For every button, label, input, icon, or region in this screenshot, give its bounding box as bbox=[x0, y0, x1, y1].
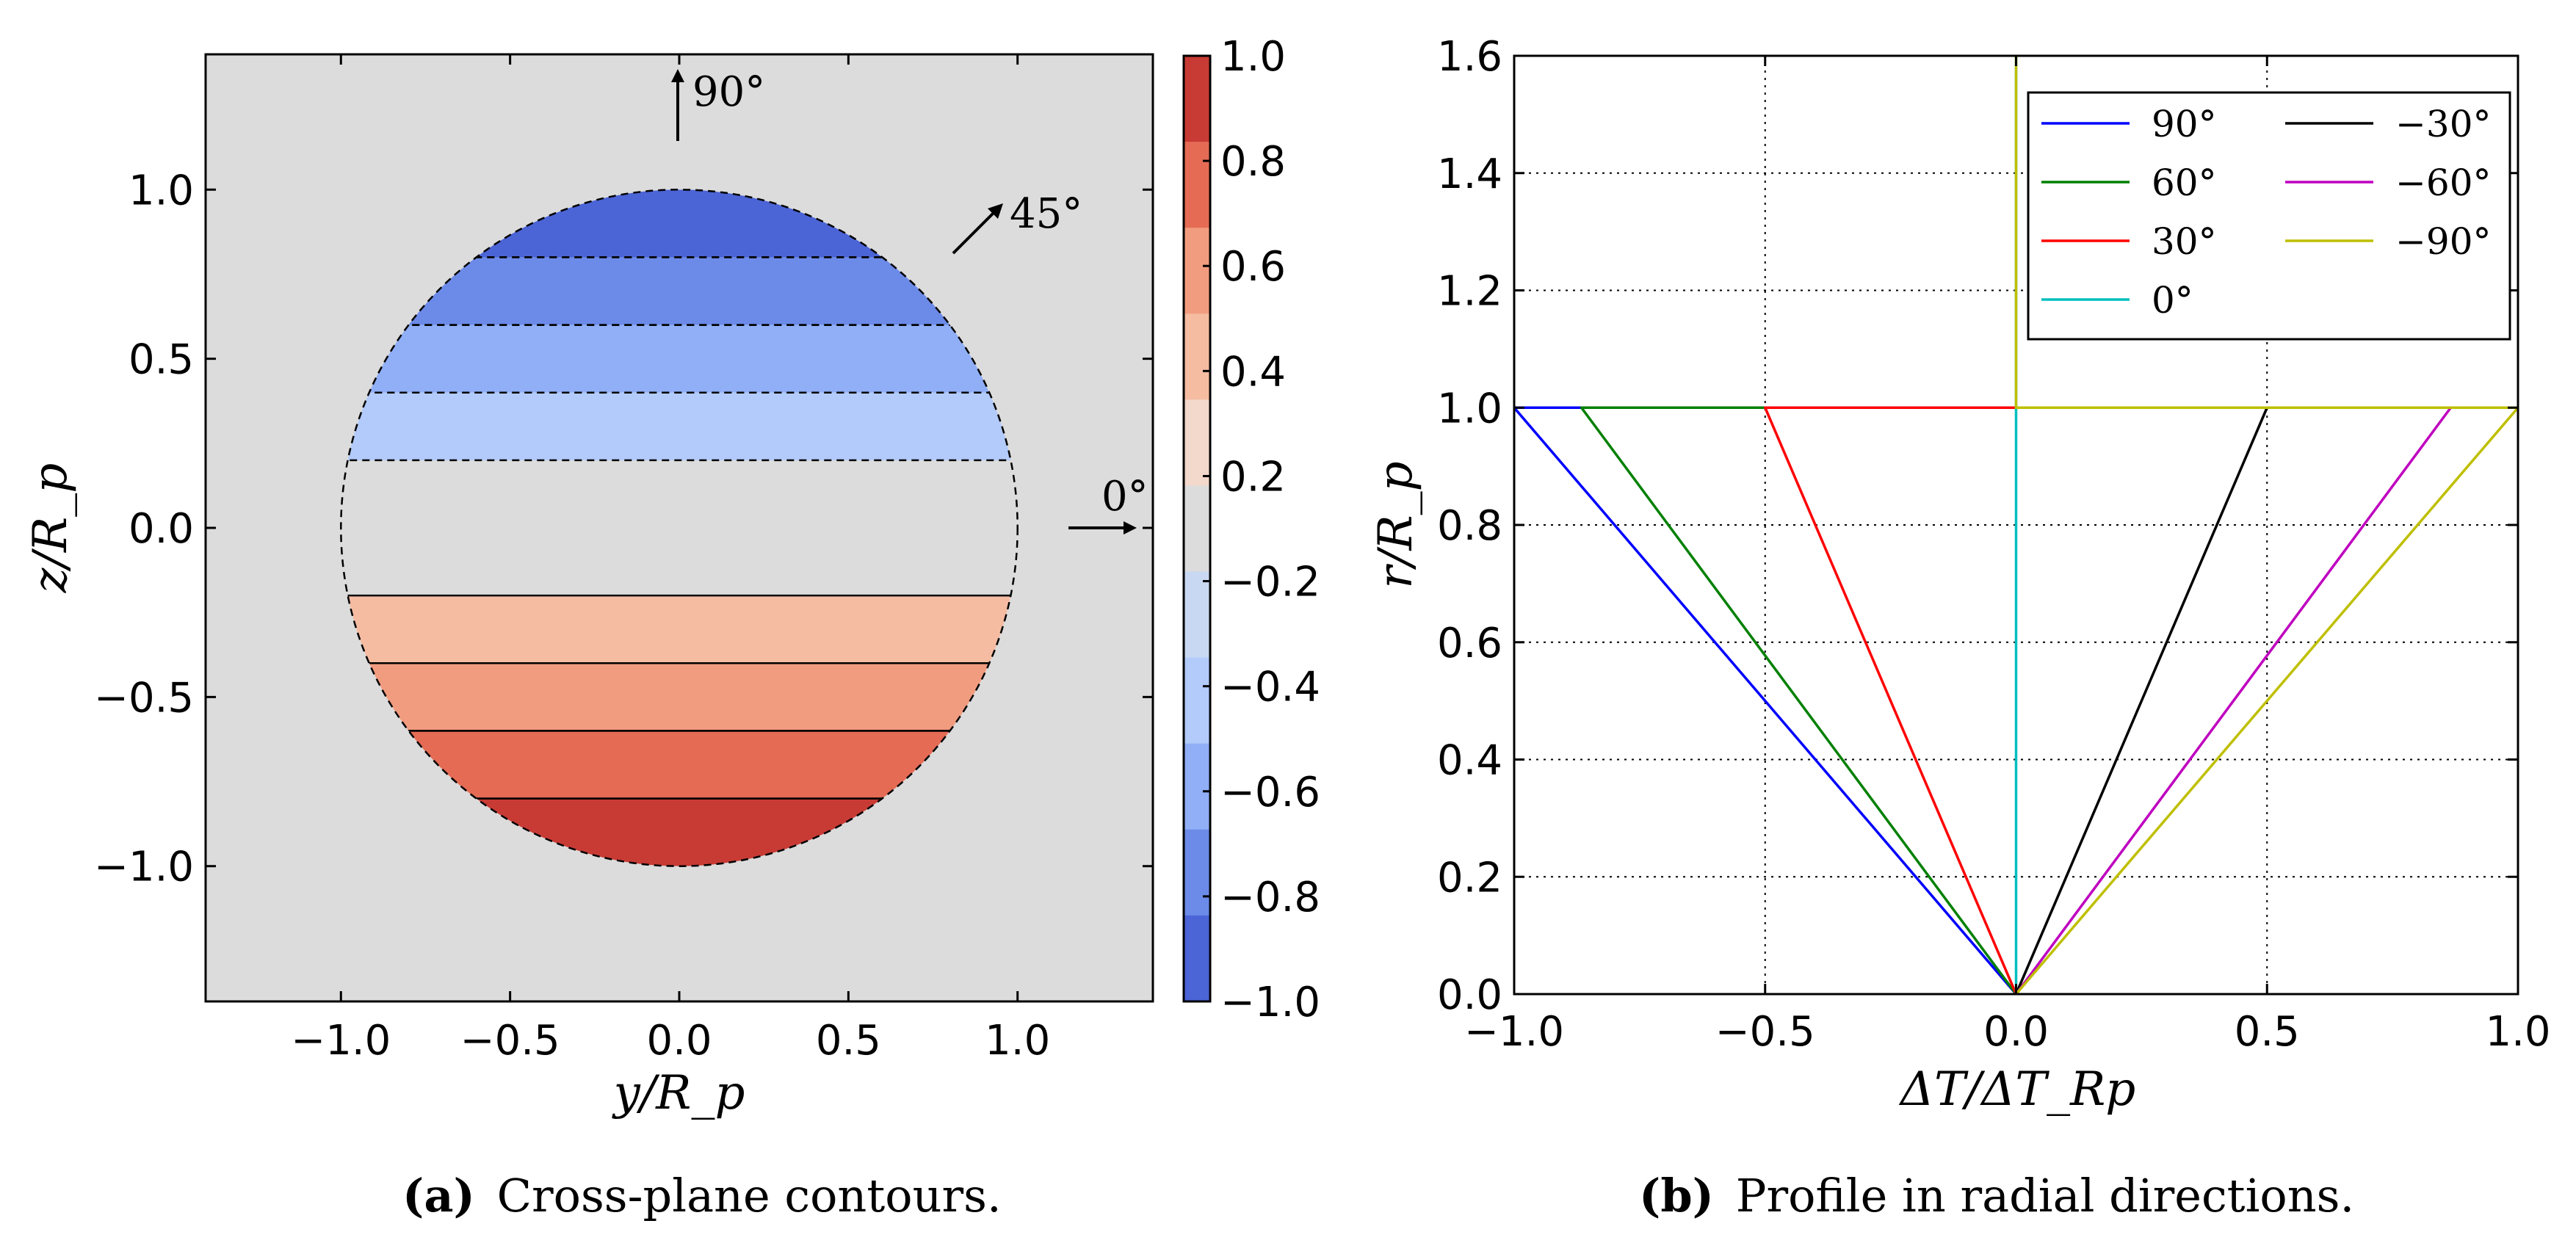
a-ytick-label-2: 0.0 bbox=[129, 505, 194, 553]
b-ytick-label-1: 0.2 bbox=[1437, 854, 1502, 902]
colorbar bbox=[1184, 56, 1210, 1002]
colorbar-tick-label-4: 0.2 bbox=[1220, 453, 1286, 501]
legend-label-3: 0° bbox=[2152, 279, 2193, 322]
a-xtick-label-0: −1.0 bbox=[291, 1017, 391, 1065]
colorbar-segment-7 bbox=[1184, 657, 1210, 744]
b-xtick-label-1: −0.5 bbox=[1715, 1008, 1815, 1056]
a-xtick-label-2: 0.0 bbox=[646, 1017, 712, 1065]
b-ytick-label-6: 1.2 bbox=[1437, 268, 1502, 316]
b-ytick-label-8: 1.6 bbox=[1437, 33, 1502, 81]
circle-outline bbox=[340, 189, 1019, 867]
colorbar-segment-10 bbox=[1184, 915, 1210, 1002]
b-ytick-label-7: 1.4 bbox=[1437, 151, 1502, 198]
b-ytick-label-3: 0.6 bbox=[1437, 620, 1502, 667]
panel-a-yticks: 1.0 0.5 0.0 −0.5 −1.0 bbox=[94, 167, 1153, 891]
b-ytick-label-4: 0.8 bbox=[1437, 502, 1502, 550]
contour-band-2 bbox=[341, 325, 1018, 393]
annotation-45-label: 45° bbox=[1010, 190, 1082, 238]
caption-a: (a) Cross-plane contours. bbox=[402, 1169, 1002, 1222]
annotation-90-label: 90° bbox=[692, 68, 765, 116]
colorbar-segment-0 bbox=[1184, 56, 1210, 142]
legend-label-2: 30° bbox=[2152, 220, 2217, 263]
colorbar-tick-label-3: 0.4 bbox=[1220, 348, 1286, 396]
colorbar-segment-8 bbox=[1184, 743, 1210, 830]
a-ytick-label-1: 0.5 bbox=[129, 336, 194, 384]
b-ytick-label-2: 0.4 bbox=[1437, 737, 1502, 785]
b-xtick-label-2: 0.0 bbox=[1983, 1008, 2049, 1056]
colorbar-tick-label-0: 1.0 bbox=[1220, 33, 1286, 81]
legend-entries: 90° 60° 30° 0° −30° −60° −90° bbox=[2041, 103, 2492, 322]
legend-label-4: −30° bbox=[2395, 103, 2492, 145]
panel-a-xlabel: y/R_p bbox=[612, 1066, 745, 1120]
colorbar-tick-label-2: 0.6 bbox=[1220, 243, 1286, 291]
b-ytick-label-0: 0.0 bbox=[1437, 971, 1502, 1019]
legend-label-6: −90° bbox=[2395, 220, 2492, 263]
colorbar-tick-label-8: −0.8 bbox=[1220, 874, 1320, 921]
series-line-6 bbox=[2014, 56, 2518, 994]
legend-label-1: 60° bbox=[2152, 162, 2217, 204]
b-ytick-label-5: 1.0 bbox=[1437, 385, 1502, 432]
colorbar-segment-6 bbox=[1184, 571, 1210, 659]
a-ytick-label-0: 1.0 bbox=[129, 167, 194, 214]
colorbar-tick-label-5: −0.2 bbox=[1220, 559, 1320, 606]
colorbar-ticks: 1.0 0.8 0.6 0.4 0.2 −0.2 −0.4 −0.6 −0.8 −1.0 bbox=[1203, 33, 1320, 1026]
a-ytick-label-3: −0.5 bbox=[94, 674, 194, 722]
colorbar-tick-label-1: 0.8 bbox=[1220, 138, 1286, 186]
arrow-45-icon bbox=[952, 208, 999, 255]
panel-a-xticks: −1.0 −0.5 0.0 0.5 1.0 bbox=[291, 54, 1050, 1065]
panel-b: −1.0 −0.5 0.0 0.5 1.0 0.0 0.2 0.4 0.6 0.8 1.0 1.2 1… bbox=[1369, 33, 2551, 1222]
arrowhead-45-icon bbox=[988, 203, 1003, 219]
panel-b-xlabel: ΔT/ΔT_Rp bbox=[1898, 1062, 2136, 1117]
panel-b-yticks: 0.0 0.2 0.4 0.6 0.8 1.0 1.2 1.4 1.6 bbox=[1437, 33, 2518, 1019]
panel-a: −1.0 −0.5 0.0 0.5 1.0 1.00.50.0−0.5−1.0 90° … bbox=[23, 33, 1320, 1222]
colorbar-segment-2 bbox=[1184, 228, 1210, 314]
annotation-0: 0° bbox=[1068, 473, 1148, 534]
colorbar-segment-5 bbox=[1184, 485, 1210, 573]
colorbar-tick-label-9: −1.0 bbox=[1220, 979, 1320, 1026]
a-xtick-label-3: 0.5 bbox=[816, 1017, 881, 1065]
caption-a-label: (a) bbox=[402, 1169, 475, 1222]
annotation-90: 90° bbox=[671, 68, 765, 141]
caption-b-text: Profile in radial directions. bbox=[1736, 1169, 2354, 1222]
legend-label-0: 90° bbox=[2152, 103, 2217, 145]
annotation-0-label: 0° bbox=[1101, 473, 1148, 521]
b-xtick-label-0: −1.0 bbox=[1464, 1008, 1564, 1056]
caption-b: (b) Profile in radial directions. bbox=[1639, 1169, 2354, 1222]
colorbar-segment-4 bbox=[1184, 399, 1210, 487]
caption-a-text: Cross-plane contours. bbox=[497, 1169, 1002, 1222]
colorbar-tick-label-6: −0.4 bbox=[1220, 664, 1320, 711]
panel-a-ylabel: z/R_p bbox=[23, 463, 78, 593]
a-xtick-label-1: −0.5 bbox=[460, 1017, 560, 1065]
a-xtick-label-4: 1.0 bbox=[985, 1017, 1050, 1065]
panel-b-series bbox=[1514, 56, 2518, 994]
legend-box bbox=[2027, 91, 2511, 341]
b-xtick-label-3: 0.5 bbox=[2235, 1008, 2300, 1056]
caption-b-label: (b) bbox=[1639, 1169, 1714, 1222]
legend: 90° 60° 30° 0° −30° −60° −90° bbox=[2027, 91, 2511, 341]
colorbar-tick-label-7: −0.6 bbox=[1220, 769, 1320, 816]
b-xtick-label-4: 1.0 bbox=[2485, 1008, 2550, 1056]
contour-band-5 bbox=[341, 663, 1018, 731]
legend-label-5: −60° bbox=[2395, 162, 2492, 204]
arrowhead-0-icon bbox=[1124, 521, 1137, 534]
colorbar-segment-3 bbox=[1184, 314, 1210, 400]
a-ytick-label-4: −1.0 bbox=[94, 844, 194, 891]
colorbar-frame bbox=[1182, 54, 1212, 1003]
contour-band-4 bbox=[341, 595, 1018, 664]
panel-b-ylabel: r/R_p bbox=[1369, 461, 1423, 588]
colorbar-segment-1 bbox=[1184, 142, 1210, 228]
contour-band-3 bbox=[341, 392, 1018, 460]
annotation-45: 45° bbox=[952, 190, 1082, 255]
panel-b-xticks: −1.0 −0.5 0.0 0.5 1.0 bbox=[1464, 56, 2551, 1056]
colorbar-segment-9 bbox=[1184, 829, 1210, 916]
arrowhead-90-icon bbox=[671, 69, 684, 82]
